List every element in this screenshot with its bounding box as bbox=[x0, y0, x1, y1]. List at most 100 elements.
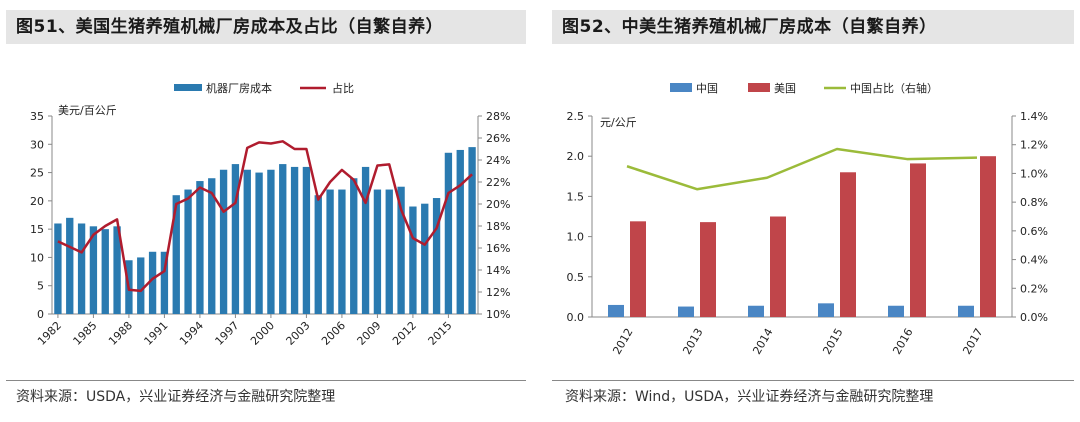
bar-us bbox=[630, 221, 646, 317]
y2-tick-label: 12% bbox=[486, 286, 510, 299]
bar-machinery-cost bbox=[89, 226, 98, 314]
x-tick-label: 2015 bbox=[426, 319, 455, 348]
bar-china bbox=[888, 305, 904, 317]
bar-machinery-cost bbox=[113, 226, 121, 314]
y2-tick-label: 26% bbox=[486, 132, 510, 145]
y-tick-label: 2.0 bbox=[567, 150, 585, 163]
figure-52-source: 资料来源：Wind，USDA，兴业证券经济与金融研究院整理 bbox=[565, 389, 934, 405]
y2-tick-label: 0.4% bbox=[1020, 254, 1048, 267]
bar-machinery-cost bbox=[196, 181, 204, 314]
y2-tick-label: 24% bbox=[486, 154, 510, 167]
legend-label: 占比 bbox=[332, 81, 354, 95]
line-share bbox=[57, 140, 473, 293]
bar-machinery-cost bbox=[361, 166, 370, 314]
y-tick-label: 25 bbox=[30, 167, 44, 180]
x-tick-label: 2006 bbox=[319, 319, 348, 348]
bar-machinery-cost bbox=[54, 223, 62, 314]
bar-us bbox=[980, 156, 996, 317]
x-tick-label: 2000 bbox=[248, 319, 277, 348]
bar-machinery-cost bbox=[184, 189, 192, 314]
x-tick-label: 2013 bbox=[680, 326, 705, 357]
bar-machinery-cost bbox=[267, 169, 275, 314]
bar-machinery-cost bbox=[456, 149, 464, 314]
legend-label: 美国 bbox=[774, 82, 796, 95]
bar-china bbox=[678, 306, 694, 317]
y-tick-label: 35 bbox=[30, 110, 44, 123]
bar-china bbox=[958, 305, 974, 317]
x-tick-label: 1997 bbox=[213, 319, 242, 348]
y-tick-label: 0 bbox=[37, 308, 44, 321]
bar-machinery-cost bbox=[444, 152, 453, 314]
bar-machinery-cost bbox=[137, 257, 145, 314]
x-tick-label: 2003 bbox=[284, 319, 313, 348]
bar-machinery-cost bbox=[290, 166, 299, 314]
bar-machinery-cost bbox=[326, 189, 334, 314]
x-tick-label: 2015 bbox=[820, 326, 845, 357]
bar-machinery-cost bbox=[338, 189, 346, 314]
x-tick-label: 2014 bbox=[750, 326, 775, 357]
y-tick-label: 0.0 bbox=[567, 311, 585, 324]
y-tick-label: 1.0 bbox=[567, 231, 585, 244]
y-tick-label: 0.5 bbox=[567, 271, 585, 284]
y-tick-label: 20 bbox=[30, 195, 44, 208]
y-tick-label: 1.5 bbox=[567, 190, 585, 203]
y2-tick-label: 0.6% bbox=[1020, 225, 1048, 238]
y-tick-label: 10 bbox=[30, 251, 44, 264]
bar-machinery-cost bbox=[101, 229, 109, 314]
x-tick-label: 2017 bbox=[960, 326, 985, 357]
bar-machinery-cost bbox=[148, 251, 157, 314]
x-tick-label: 1982 bbox=[35, 319, 64, 348]
y2-tick-label: 0.8% bbox=[1020, 196, 1048, 209]
legend-label: 中国占比（右轴） bbox=[850, 81, 938, 95]
x-tick-label: 2012 bbox=[390, 319, 419, 348]
y2-tick-label: 0.0% bbox=[1020, 311, 1048, 324]
figure-52-title: 图52、中美生猪养殖机械厂房成本（自繁自养） bbox=[552, 10, 1074, 44]
x-tick-label: 2016 bbox=[890, 326, 915, 357]
y-tick-label: 5 bbox=[37, 280, 44, 293]
bar-machinery-cost bbox=[255, 172, 263, 314]
y2-tick-label: 0.2% bbox=[1020, 282, 1048, 295]
source-divider bbox=[6, 380, 526, 381]
y2-tick-label: 14% bbox=[486, 264, 510, 277]
figure-51-title: 图51、美国生猪养殖机械厂房成本及占比（自繁自养） bbox=[6, 10, 526, 44]
y2-tick-label: 20% bbox=[486, 198, 510, 211]
bar-us bbox=[910, 163, 926, 317]
figure-51-source: 资料来源：USDA，兴业证券经济与金融研究院整理 bbox=[16, 389, 336, 405]
legend-swatch-bar bbox=[174, 84, 202, 91]
bar-machinery-cost bbox=[397, 186, 405, 314]
line-china-share bbox=[626, 147, 978, 191]
bar-machinery-cost bbox=[409, 206, 417, 314]
y2-tick-label: 1.2% bbox=[1020, 139, 1048, 152]
bar-machinery-cost bbox=[279, 164, 287, 314]
bar-machinery-cost bbox=[172, 195, 180, 314]
x-tick-label: 2009 bbox=[355, 319, 384, 348]
legend-label: 机器厂房成本 bbox=[206, 81, 272, 95]
bar-machinery-cost bbox=[432, 198, 441, 314]
y2-tick-label: 1.0% bbox=[1020, 167, 1048, 180]
y2-tick-label: 1.4% bbox=[1020, 110, 1048, 123]
y-tick-label: 2.5 bbox=[567, 110, 585, 123]
y2-tick-label: 28% bbox=[486, 110, 510, 123]
bar-machinery-cost bbox=[314, 195, 322, 314]
legend-swatch-china bbox=[670, 83, 692, 92]
bar-machinery-cost bbox=[373, 189, 382, 314]
y-axis-unit-label: 元/公斤 bbox=[600, 116, 637, 129]
bar-us bbox=[840, 172, 856, 317]
bar-machinery-cost bbox=[208, 178, 216, 314]
y-tick-label: 15 bbox=[30, 223, 44, 236]
chart-cn-us-machinery-cost: 中国 美国 中国占比（右轴） 元/公斤 0.0 0.5 1.0 1.5 2.0 2.5 0.0% 0.… bbox=[567, 81, 1048, 357]
y2-tick-label: 16% bbox=[486, 242, 510, 255]
bar-machinery-cost bbox=[66, 217, 74, 314]
legend-label: 中国 bbox=[696, 82, 718, 95]
bar-machinery-cost bbox=[468, 147, 476, 314]
x-tick-label: 1991 bbox=[142, 319, 171, 348]
x-tick-label: 1994 bbox=[177, 319, 206, 348]
bar-machinery-cost bbox=[231, 164, 240, 314]
bar-machinery-cost bbox=[421, 203, 429, 314]
bar-china bbox=[608, 304, 624, 317]
bar-machinery-cost bbox=[385, 189, 393, 314]
bar-china bbox=[748, 305, 764, 317]
bar-machinery-cost bbox=[160, 251, 169, 314]
source-divider bbox=[552, 380, 1074, 381]
